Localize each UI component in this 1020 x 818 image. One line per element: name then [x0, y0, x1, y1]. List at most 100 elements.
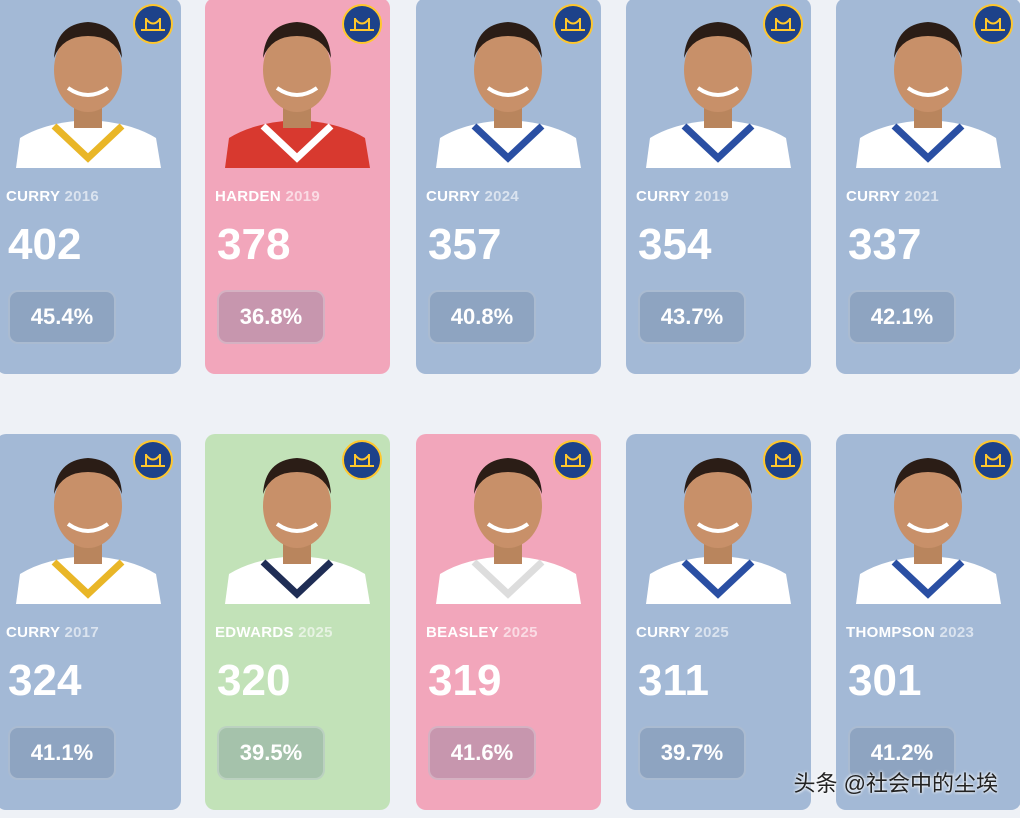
player-card: THOMPSON 2023 301 41.2%	[836, 434, 1020, 810]
player-label: HARDEN 2019	[215, 188, 320, 205]
threes-made: 319	[428, 656, 502, 705]
player-card: CURRY 2021 337 42.1%	[836, 0, 1020, 374]
three-pct: 45.4%	[8, 290, 116, 344]
threes-made: 320	[217, 656, 291, 705]
season-year: 2019	[694, 188, 730, 205]
three-pct: 39.7%	[638, 726, 746, 780]
team-logo	[553, 440, 593, 480]
photo-art	[646, 22, 791, 168]
team-logo	[342, 4, 382, 44]
three-pct: 41.6%	[428, 726, 536, 780]
photo-art	[16, 458, 161, 604]
three-pct: 36.8%	[217, 290, 325, 344]
player-card: HARDEN 2019 378 36.8%	[205, 0, 390, 374]
player-photo	[215, 0, 380, 168]
season-year: 2025	[503, 624, 538, 641]
player-label: CURRY 2025	[636, 624, 729, 641]
three-pct: 42.1%	[848, 290, 956, 344]
threes-made: 337	[848, 220, 922, 269]
player-card: CURRY 2019 354 43.7%	[626, 0, 811, 374]
three-pct: 41.2%	[848, 726, 956, 780]
team-logo	[553, 4, 593, 44]
player-name: CURRY	[846, 188, 901, 205]
threes-made: 357	[428, 220, 502, 269]
player-photo	[6, 434, 171, 604]
season-year: 2021	[904, 188, 940, 205]
team-logo	[973, 440, 1013, 480]
threes-made: 324	[8, 656, 82, 705]
player-label: CURRY 2017	[6, 624, 99, 641]
logo-art	[763, 4, 803, 44]
player-label: CURRY 2021	[846, 188, 939, 205]
player-name: CURRY	[6, 624, 61, 641]
photo-art	[16, 22, 161, 168]
logo-art	[133, 4, 173, 44]
player-label: THOMPSON 2023	[846, 624, 974, 641]
photo-art	[436, 22, 581, 168]
player-label: CURRY 2019	[636, 188, 729, 205]
logo-art	[553, 4, 593, 44]
player-photo	[846, 434, 1011, 604]
logo-art	[342, 440, 382, 480]
watermark: 头条 @社会中的尘埃	[793, 771, 998, 796]
player-photo	[636, 0, 801, 168]
logo-art	[342, 4, 382, 44]
player-label: EDWARDS 2025	[215, 624, 333, 641]
photo-art	[225, 458, 370, 604]
logo-art	[133, 440, 173, 480]
player-name: THOMPSON	[846, 624, 936, 641]
team-logo	[763, 440, 803, 480]
player-card: CURRY 2024 357 40.8%	[416, 0, 601, 374]
photo-art	[646, 458, 791, 604]
three-pct: 39.5%	[217, 726, 325, 780]
player-photo	[636, 434, 801, 604]
threes-made: 402	[8, 220, 82, 269]
player-label: CURRY 2024	[426, 188, 519, 205]
season-year: 2019	[285, 188, 321, 205]
threes-made: 301	[848, 656, 922, 705]
player-card: BEASLEY 2025 319 41.6%	[416, 434, 601, 810]
player-photo	[846, 0, 1011, 168]
team-logo	[342, 440, 382, 480]
player-name: CURRY	[6, 188, 61, 205]
player-card: CURRY 2016 402 45.4%	[0, 0, 181, 374]
season-year: 2024	[484, 188, 520, 205]
player-photo	[215, 434, 380, 604]
three-pct: 43.7%	[638, 290, 746, 344]
team-logo	[133, 4, 173, 44]
player-card: EDWARDS 2025 320 39.5%	[205, 434, 390, 810]
player-name: CURRY	[636, 624, 691, 641]
player-photo	[6, 0, 171, 168]
player-label: BEASLEY 2025	[426, 624, 538, 641]
logo-art	[973, 4, 1013, 44]
season-year: 2016	[64, 188, 100, 205]
photo-art	[856, 22, 1001, 168]
player-name: HARDEN	[215, 188, 281, 205]
player-name: CURRY	[426, 188, 481, 205]
season-year: 2017	[64, 624, 100, 641]
three-pct: 40.8%	[428, 290, 536, 344]
logo-art	[553, 440, 593, 480]
team-logo	[973, 4, 1013, 44]
season-year: 2025	[694, 624, 730, 641]
player-name: BEASLEY	[426, 624, 499, 641]
threes-made: 311	[638, 656, 709, 705]
threes-made: 354	[638, 220, 712, 269]
three-pct: 41.1%	[8, 726, 116, 780]
photo-art	[856, 458, 1001, 604]
threes-made: 378	[217, 220, 291, 269]
player-card: CURRY 2017 324 41.1%	[0, 434, 181, 810]
player-photo	[426, 434, 591, 604]
player-label: CURRY 2016	[6, 188, 99, 205]
player-photo	[426, 0, 591, 168]
player-name: EDWARDS	[215, 624, 294, 641]
logo-art	[763, 440, 803, 480]
player-name: CURRY	[636, 188, 691, 205]
team-logo	[763, 4, 803, 44]
photo-art	[225, 22, 370, 168]
photo-art	[436, 458, 581, 604]
season-year: 2025	[298, 624, 333, 641]
logo-art	[973, 440, 1013, 480]
player-card: CURRY 2025 311 39.7%	[626, 434, 811, 810]
